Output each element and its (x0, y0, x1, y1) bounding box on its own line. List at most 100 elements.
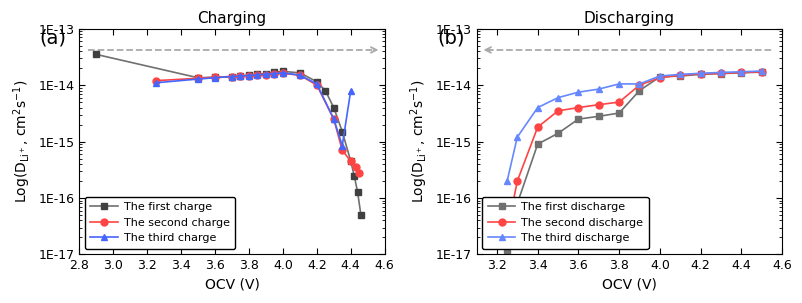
The third charge (210, 76, 220, 80)
The third discharge (512, 135, 521, 139)
Title: Charging: Charging (197, 11, 266, 26)
The third discharge (593, 87, 603, 91)
The third discharge (654, 74, 664, 78)
The first discharge (614, 111, 623, 115)
The third charge (227, 75, 237, 78)
The second charge (235, 74, 245, 78)
The second charge (329, 117, 338, 121)
X-axis label: OCV (V): OCV (V) (602, 278, 656, 292)
The first charge (346, 159, 355, 163)
The first charge (91, 53, 101, 56)
The third charge (294, 73, 304, 77)
Line: The second charge: The second charge (152, 70, 363, 176)
The first discharge (512, 202, 521, 205)
The third charge (329, 117, 338, 121)
The first charge (329, 106, 338, 109)
The first discharge (674, 74, 684, 78)
The first charge (235, 74, 245, 78)
The second charge (193, 76, 203, 80)
The third discharge (533, 106, 542, 109)
The second discharge (573, 106, 582, 109)
The third charge (337, 144, 346, 147)
The third charge (269, 72, 279, 75)
Y-axis label: Log($\mathregular{D_{Li^+}}$, cm$\mathregular{^2}$s$\mathregular{^{-1}}$): Log($\mathregular{D_{Li^+}}$, cm$\mathre… (408, 80, 430, 203)
The first charge (269, 71, 279, 74)
Line: The first charge: The first charge (93, 51, 364, 218)
The second discharge (674, 73, 684, 77)
The third discharge (502, 179, 512, 183)
The first discharge (502, 248, 512, 252)
The first discharge (553, 132, 562, 135)
The first charge (320, 89, 330, 92)
The third charge (261, 72, 270, 76)
Legend: The first discharge, The second discharge, The third discharge: The first discharge, The second discharg… (481, 197, 648, 249)
The second charge (227, 75, 237, 78)
The third charge (151, 81, 160, 85)
The second discharge (756, 70, 766, 74)
Legend: The first charge, The second charge, The third charge: The first charge, The second charge, The… (85, 197, 235, 249)
The first charge (355, 213, 365, 217)
The first charge (312, 80, 322, 84)
The first discharge (695, 72, 704, 76)
The first charge (193, 76, 203, 80)
The first charge (277, 70, 287, 73)
The second charge (269, 72, 279, 76)
The third charge (312, 82, 322, 86)
The second discharge (654, 76, 664, 80)
The second charge (346, 159, 355, 163)
The third charge (253, 73, 262, 77)
The first charge (352, 190, 362, 193)
The second charge (253, 73, 262, 77)
The third charge (235, 74, 245, 78)
The second charge (337, 148, 346, 152)
The first charge (349, 174, 358, 177)
The third charge (244, 74, 253, 77)
The third charge (277, 71, 287, 75)
The first discharge (593, 115, 603, 118)
The first charge (294, 71, 304, 75)
Line: The second discharge: The second discharge (503, 68, 764, 235)
The third discharge (695, 72, 704, 75)
The first discharge (654, 75, 664, 79)
The third discharge (735, 70, 745, 74)
The third charge (193, 77, 203, 81)
The second discharge (553, 109, 562, 113)
The third discharge (553, 96, 562, 99)
The first charge (261, 72, 270, 75)
The second discharge (512, 179, 521, 183)
X-axis label: OCV (V): OCV (V) (205, 278, 259, 292)
The second discharge (695, 72, 704, 76)
The second discharge (502, 230, 512, 234)
The third charge (346, 89, 355, 92)
The third discharge (614, 82, 623, 86)
The first discharge (715, 72, 725, 75)
The first discharge (756, 70, 766, 74)
The second charge (244, 74, 253, 77)
The second charge (277, 72, 287, 75)
Line: The first discharge: The first discharge (503, 69, 764, 254)
The second charge (151, 79, 160, 82)
Text: (b): (b) (436, 29, 464, 48)
Y-axis label: Log($\mathregular{D_{Li^+}}$, cm$\mathregular{^2}$s$\mathregular{^{-1}}$): Log($\mathregular{D_{Li^+}}$, cm$\mathre… (11, 80, 33, 203)
The second discharge (634, 83, 643, 87)
Line: The third charge: The third charge (152, 69, 354, 149)
The second charge (210, 75, 220, 79)
The third discharge (674, 72, 684, 76)
The second charge (354, 171, 363, 175)
The first charge (244, 73, 253, 77)
The first charge (227, 75, 237, 78)
The second discharge (533, 125, 542, 129)
Title: Discharging: Discharging (583, 11, 674, 26)
The first charge (253, 72, 262, 76)
The second discharge (715, 72, 725, 75)
The first discharge (634, 89, 643, 92)
The third discharge (756, 69, 766, 73)
The first discharge (573, 117, 582, 121)
The first charge (210, 75, 220, 79)
The third discharge (573, 90, 582, 94)
The third discharge (634, 82, 643, 86)
Line: The third discharge: The third discharge (503, 68, 764, 185)
The third discharge (715, 71, 725, 74)
The second charge (312, 83, 322, 87)
The first discharge (533, 142, 542, 146)
